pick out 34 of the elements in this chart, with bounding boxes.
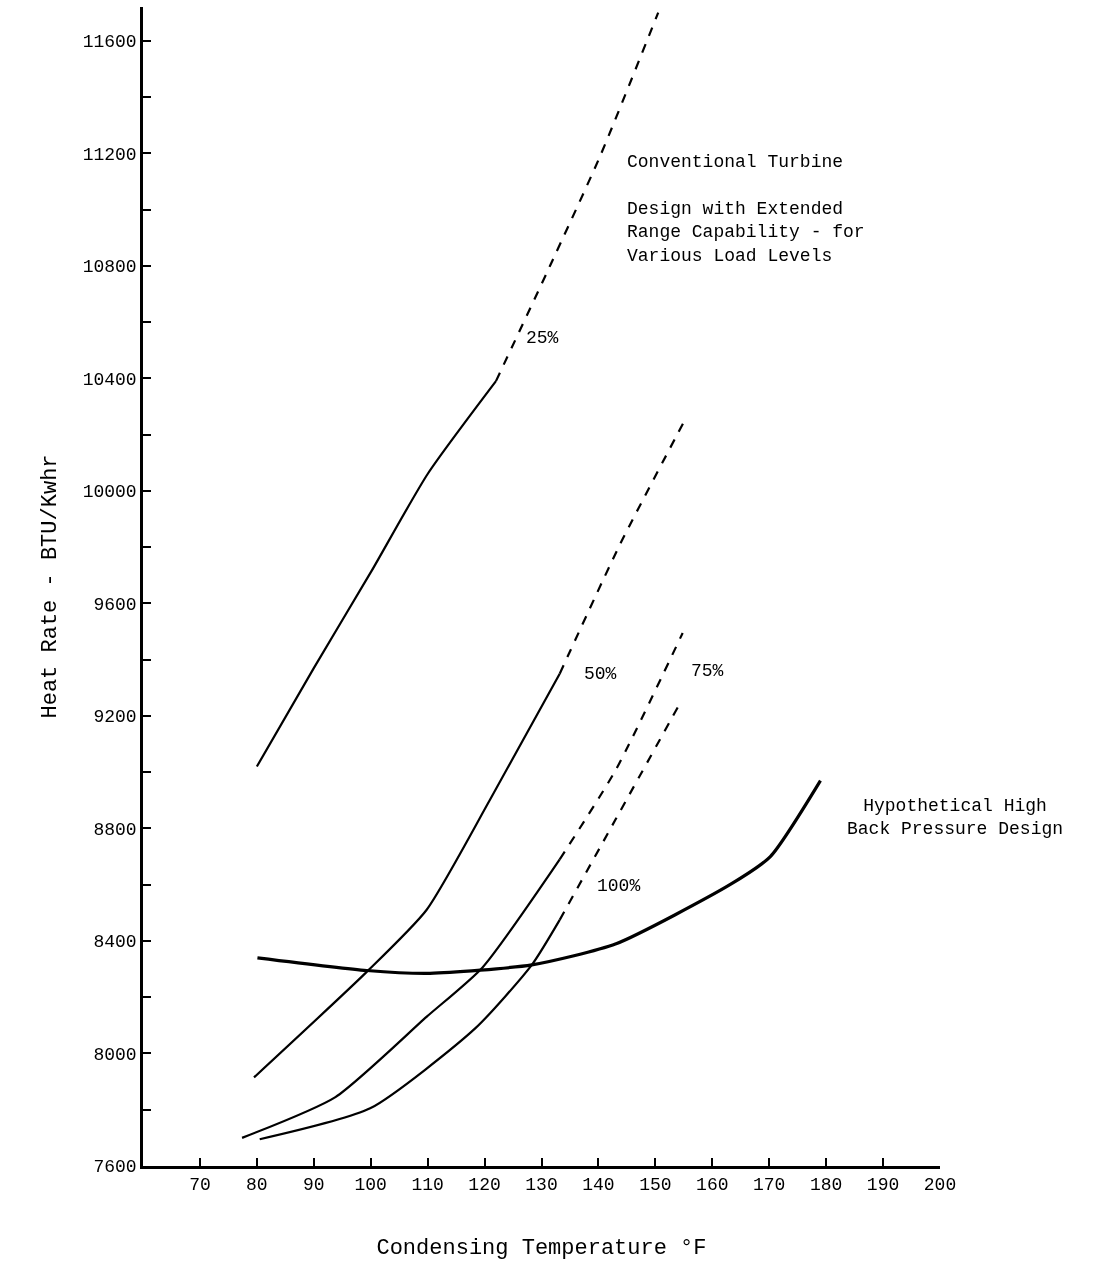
text: Conventional Turbine [627,152,844,172]
y-tick-label: 10400 [82,369,137,390]
y-tick-label: 8400 [93,932,137,953]
y-tick-label: 8800 [93,819,137,840]
text: 25% [526,328,559,348]
y-tick-label: 7600 [93,1157,137,1178]
x-tick-label: 100 [354,1175,387,1196]
series-label: 50% [584,664,617,684]
y-tick-label: 11200 [82,144,137,165]
x-tick-label: 120 [468,1175,501,1196]
y-tick-label: 10000 [82,482,137,503]
x-tick-label: 140 [582,1175,615,1196]
x-tick-label: 190 [866,1175,900,1196]
y-tick-label: 11600 [82,32,137,53]
x-tick-label: 90 [302,1175,325,1196]
text: Design with Extended Range Capability - for Various Load Levels [627,199,865,266]
series-label: Hypothetical High Back Pressure Design [847,796,1064,840]
y-axis-title: Heat Rate - BTU/Kwhr [38,454,64,719]
x-axis-title: Condensing Temperature °F [376,1236,707,1262]
y-tick-label: 10800 [82,257,137,278]
series-label: 75% [691,661,724,681]
x-tick-label: 180 [809,1175,843,1196]
x-tick-label: 70 [189,1175,211,1196]
x-tick-label: 80 [246,1175,268,1196]
y-tick-label: 8000 [93,1044,137,1065]
y-tick-label: 9600 [93,594,137,615]
x-tick-label: 110 [411,1175,444,1196]
x-tick-label: 130 [525,1175,558,1196]
x-tick-label: 150 [639,1175,672,1196]
y-tick-label: 9200 [93,707,137,728]
x-tick-label: 170 [753,1175,786,1196]
x-tick-label: 160 [696,1175,729,1196]
x-tick-label: 200 [923,1175,957,1196]
series-label: 100% [597,876,641,896]
